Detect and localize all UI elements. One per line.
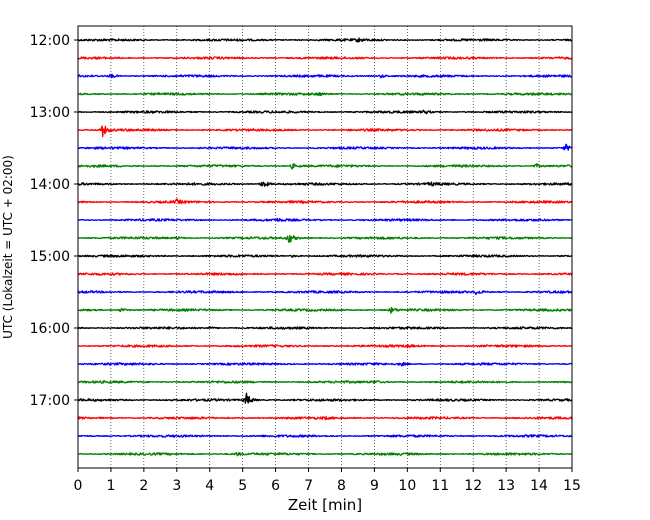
- y-axis-label: UTC (Lokalzeit = UTC + 02:00): [1, 155, 15, 339]
- x-tick-label: 2: [139, 478, 148, 494]
- x-tick-label: 13: [497, 478, 515, 494]
- trace-1315: [77, 125, 573, 138]
- trace-1715: [77, 415, 573, 421]
- x-tick-label: 10: [398, 478, 416, 494]
- x-axis-ticks: 0 1 2 3 4 5 6 7 8 9 10 11 12 13 14 15: [74, 468, 581, 494]
- trace-1415: [77, 198, 573, 205]
- x-tick-label: 7: [304, 478, 313, 494]
- trace-1615: [77, 343, 573, 349]
- trace-1400: [77, 181, 573, 187]
- trace-1745: [77, 452, 573, 457]
- y-tick-label: 13:00: [30, 105, 70, 121]
- trace-1230: [77, 73, 573, 79]
- trace-1300: [77, 109, 573, 115]
- trace-1345: [77, 163, 573, 170]
- trace-1530: [77, 290, 573, 296]
- trace-1330: [77, 143, 573, 151]
- x-tick-label: 11: [431, 478, 449, 494]
- trace-1430: [77, 217, 573, 222]
- x-tick-label: 12: [464, 478, 482, 494]
- trace-1200: [77, 37, 573, 43]
- x-tick-label: 4: [205, 478, 214, 494]
- trace-1515: [77, 272, 573, 276]
- trace-1215: [77, 56, 573, 60]
- trace-1645: [77, 380, 573, 385]
- x-tick-label: 3: [172, 478, 181, 494]
- y-tick-label: 17:00: [30, 393, 70, 409]
- y-tick-label: 15:00: [30, 249, 70, 265]
- trace-1445: [77, 234, 573, 243]
- trace-1500: [77, 254, 573, 258]
- y-tick-label: 14:00: [30, 177, 70, 193]
- trace-group: [77, 37, 573, 457]
- trace-1245: [77, 92, 573, 97]
- y-tick-label: 16:00: [30, 321, 70, 337]
- x-tick-label: 14: [530, 478, 548, 494]
- trace-1730: [77, 434, 573, 438]
- x-tick-label: 15: [563, 478, 581, 494]
- trace-1630: [77, 361, 573, 367]
- x-tick-label: 1: [106, 478, 115, 494]
- x-tick-label: 6: [271, 478, 280, 494]
- trace-1700: [77, 392, 573, 405]
- trace-1545: [77, 306, 573, 314]
- y-tick-label: 12:00: [30, 33, 70, 49]
- plot-frame: [77, 25, 573, 469]
- x-tick-label: 9: [370, 478, 379, 494]
- x-axis-label: Zeit [min]: [288, 496, 362, 514]
- x-tick-label: 8: [337, 478, 346, 494]
- trace-1600: [77, 326, 573, 330]
- x-tick-label: 5: [238, 478, 247, 494]
- x-tick-label: 0: [74, 478, 83, 494]
- y-axis-ticks: 12:00 13:00 14:00 15:00 16:00 17:00: [30, 33, 78, 409]
